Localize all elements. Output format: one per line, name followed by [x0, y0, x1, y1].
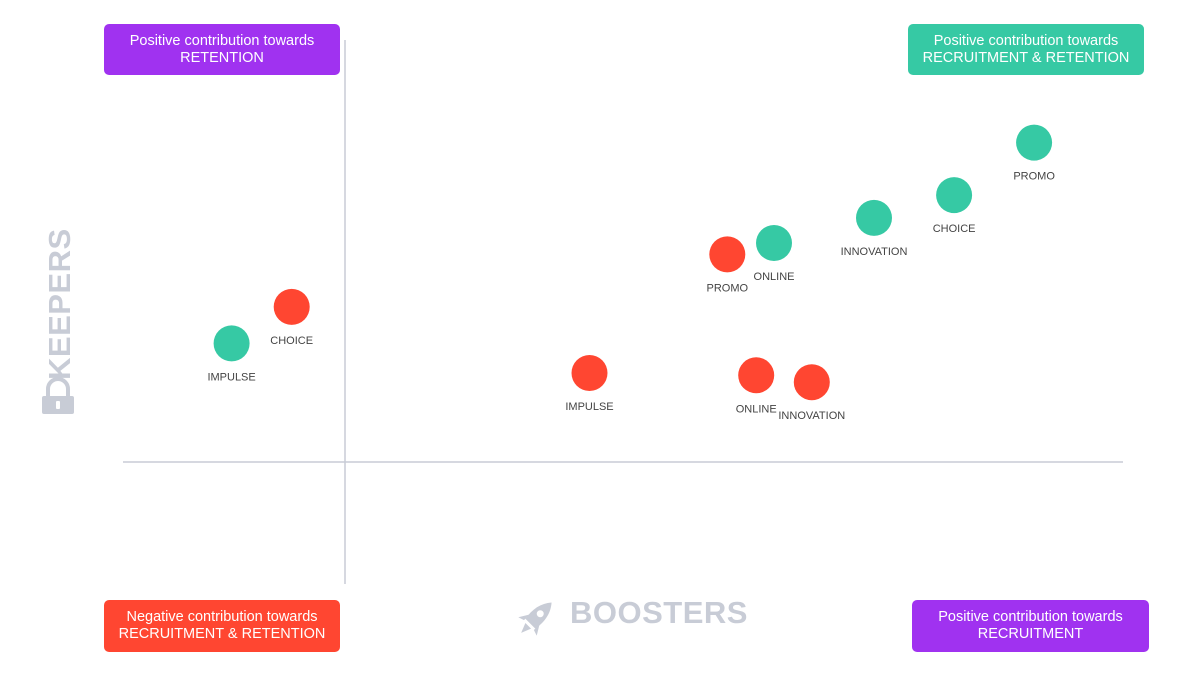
data-label-red-online: ONLINE	[736, 403, 777, 415]
data-point-red-promo	[709, 236, 746, 273]
data-label-red-impulse: IMPULSE	[565, 401, 613, 413]
badge-line1: Positive contribution towards	[938, 609, 1123, 625]
quadrant-badge-retention: Positive contribution towards RETENTION	[104, 24, 340, 75]
data-point-teal-choice	[936, 177, 973, 214]
rocket-icon	[518, 602, 552, 636]
data-point-teal-impulse	[213, 325, 250, 362]
point-labels: IMPULSEONLINEINNOVATIONCHOICEPROMOCHOICE…	[207, 171, 1055, 423]
badge-line2: RECRUITMENT	[977, 626, 1084, 642]
data-label-teal-promo: PROMO	[1013, 171, 1055, 183]
badge-line1: Positive contribution towards	[933, 32, 1119, 49]
data-point-teal-innovation	[856, 199, 892, 236]
x-axis-title: BOOSTERS	[570, 595, 748, 630]
data-label-teal-impulse: IMPULSE	[207, 371, 255, 383]
data-label-red-promo: PROMO	[707, 282, 749, 294]
data-point-red-online	[738, 357, 775, 394]
data-point-teal-promo	[1016, 124, 1053, 161]
quadrant-badge-recruitment-retention: Positive contribution towards RECRUITMEN…	[908, 24, 1144, 75]
data-label-red-choice: CHOICE	[270, 335, 313, 347]
data-point-red-impulse	[571, 355, 608, 391]
y-axis-title: KEEPERS	[42, 228, 77, 380]
quadrant-badge-negative: Negative contribution towards RECRUITMEN…	[104, 600, 340, 652]
lock-icon	[42, 377, 74, 414]
badge-line1: Negative contribution towards	[126, 609, 318, 625]
data-point-teal-online	[756, 225, 792, 261]
data-point-red-innovation	[793, 364, 830, 401]
data-label-red-innovation: INNOVATION	[778, 410, 845, 422]
axes	[123, 40, 1123, 584]
quadrant-badge-recruitment: Positive contribution towards RECRUITMEN…	[912, 600, 1149, 652]
data-point-red-choice	[273, 288, 310, 325]
badge-line2: RETENTION	[180, 49, 264, 66]
data-points	[213, 124, 1053, 401]
badge-line1: Positive contribution towards	[129, 32, 315, 49]
badge-line2: RECRUITMENT & RETENTION	[118, 626, 326, 642]
data-label-teal-innovation: INNOVATION	[841, 246, 908, 258]
data-label-teal-choice: CHOICE	[933, 223, 976, 235]
data-label-teal-online: ONLINE	[754, 271, 795, 283]
badge-line2: RECRUITMENT & RETENTION	[922, 49, 1130, 66]
